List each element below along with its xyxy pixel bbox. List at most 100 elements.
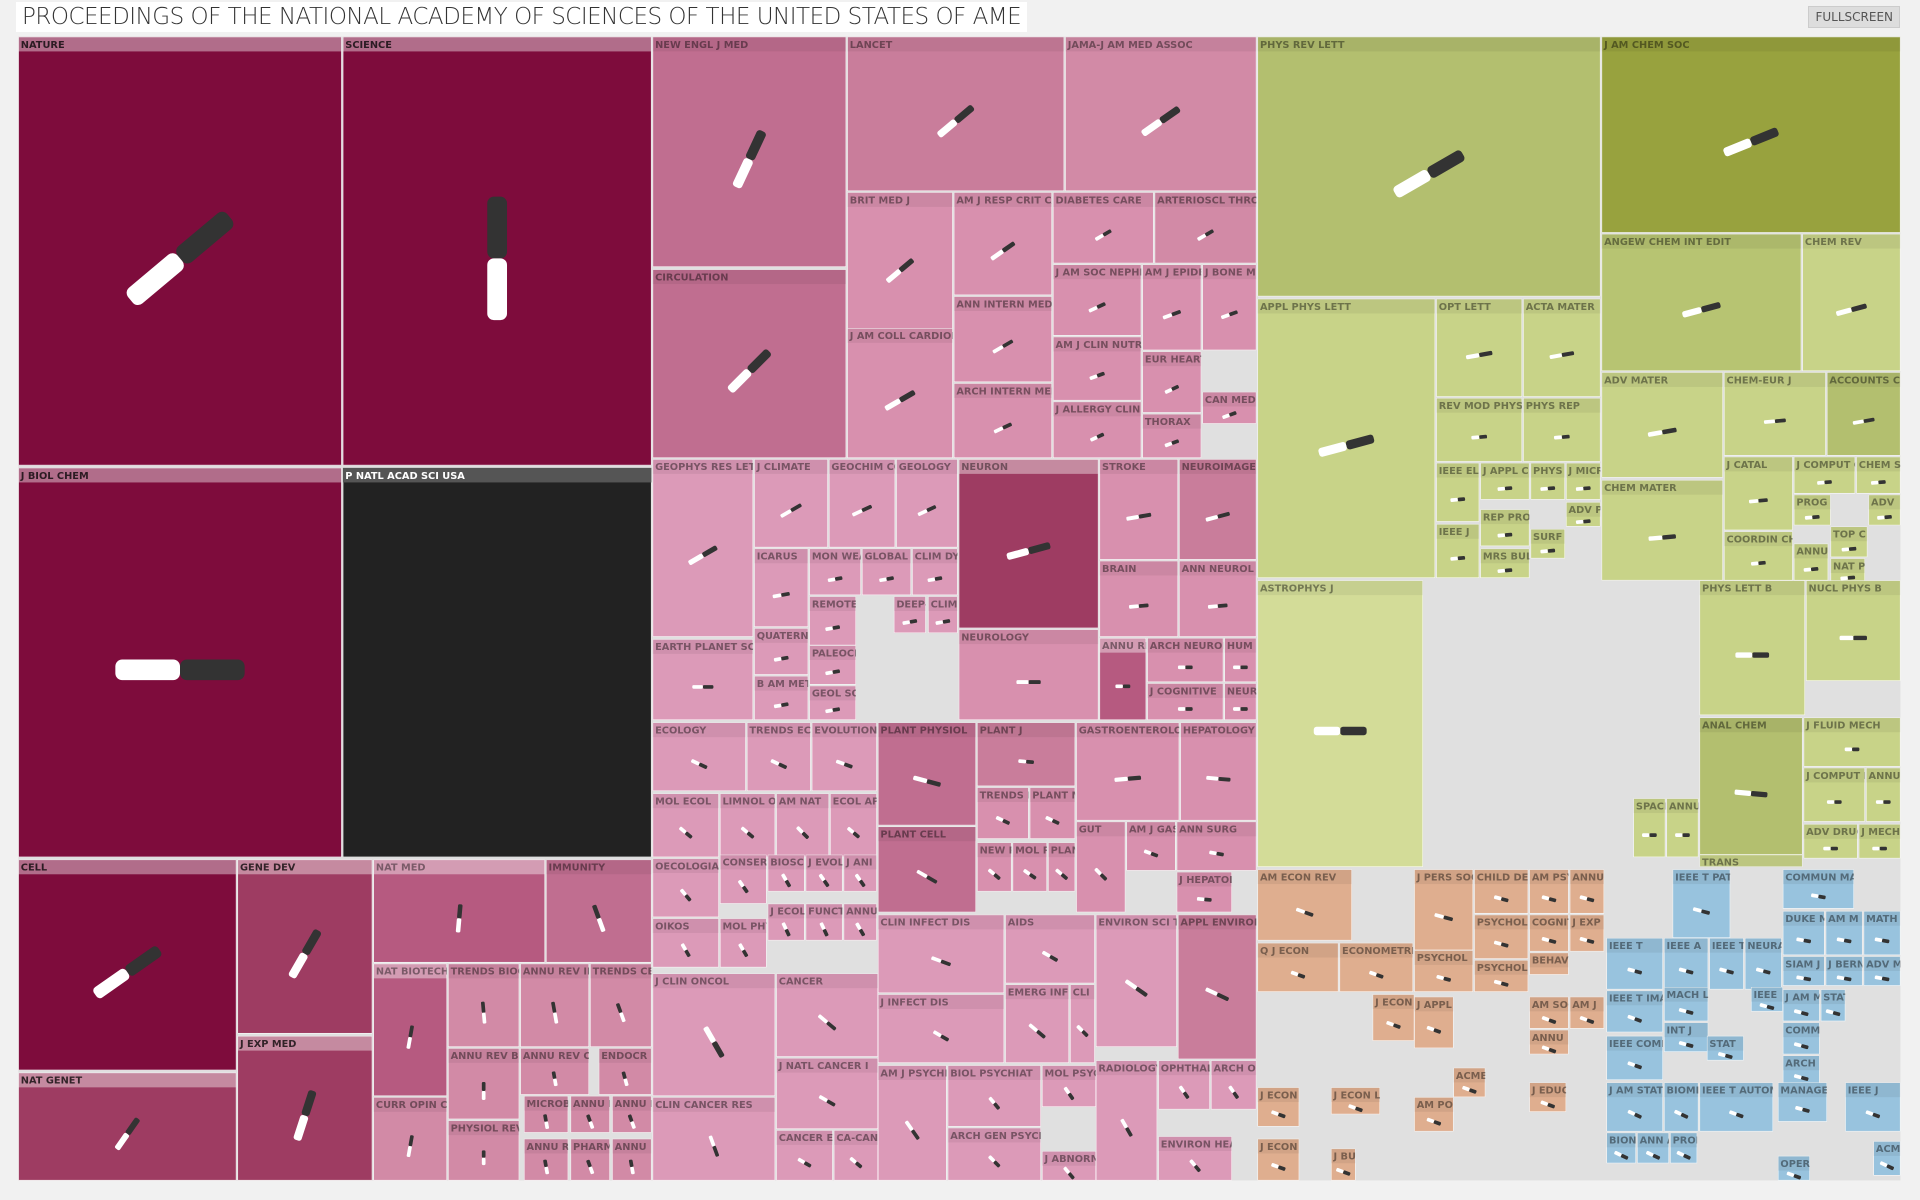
needle-dark xyxy=(1586,938,1595,944)
needle-light xyxy=(1197,233,1206,241)
needle-icon xyxy=(847,826,860,839)
tile-header xyxy=(928,596,958,612)
needle-light xyxy=(1450,497,1458,502)
needle-icon xyxy=(1541,1045,1557,1054)
tile-background xyxy=(1070,984,1095,1063)
tile-header xyxy=(1257,36,1601,52)
tile-background xyxy=(1095,914,1177,1047)
tile-background xyxy=(1414,950,1474,992)
journal-tile: ARCH GEN PSYCHI xyxy=(947,1127,1041,1181)
tile-label: PLAN xyxy=(1051,845,1080,856)
journal-tile: CHEM-EUR J xyxy=(1724,372,1826,456)
needle-icon xyxy=(1795,1105,1810,1113)
needle-icon xyxy=(621,1071,629,1087)
tile-label: J ECON L xyxy=(1332,1090,1380,1101)
tile-header xyxy=(520,1048,589,1063)
needle-icon xyxy=(825,669,841,676)
needle-light xyxy=(727,369,752,393)
journal-tile: IEEE T AUTOMA xyxy=(1699,1082,1774,1132)
journal-tile: AM ECON REV xyxy=(1257,869,1352,941)
journal-tile: CONSERV xyxy=(720,854,767,904)
tile-label: SIAM J xyxy=(1785,959,1820,970)
journal-tile: MANAGE xyxy=(1777,1082,1827,1122)
tile-background xyxy=(570,1138,610,1181)
tile-background xyxy=(805,903,843,941)
tile-background xyxy=(1179,459,1257,560)
tile-label: BEHAV xyxy=(1532,956,1569,967)
needle-light xyxy=(115,1132,130,1151)
tile-background xyxy=(1782,911,1825,956)
tile-background xyxy=(342,467,652,858)
tile-background xyxy=(1372,994,1415,1041)
tile-header xyxy=(1806,580,1901,596)
needle-dark xyxy=(685,831,693,839)
journal-tile: NUCL PHYS B xyxy=(1806,580,1901,681)
journal-tile: AM SOC xyxy=(1529,996,1569,1029)
tile-background xyxy=(1529,996,1569,1029)
journal-tile: ARCH NEUROL- xyxy=(1147,637,1224,683)
tile-label: ANNUA xyxy=(846,907,886,918)
journal-tile: BRAIN xyxy=(1099,560,1178,637)
tile-label: COORDIN CHE xyxy=(1727,534,1804,545)
needle-light xyxy=(1647,430,1663,437)
tile-header xyxy=(1633,798,1666,814)
tile-background xyxy=(1529,1082,1567,1112)
tile-header xyxy=(1436,298,1523,314)
tile-label: CURR OPIN CEL xyxy=(376,1100,460,1111)
journal-tile: J ABNORM xyxy=(1042,1151,1096,1181)
tile-label: ANN SURG xyxy=(1179,825,1237,836)
needle-dark xyxy=(1340,726,1367,736)
tile-header xyxy=(1179,459,1257,474)
needle-icon xyxy=(126,211,234,306)
tile-label: J AM STAT xyxy=(1608,1085,1664,1096)
needle-dark xyxy=(1547,548,1556,553)
journal-tile: ARCH INTERN MED xyxy=(953,383,1052,458)
journal-tile: AM NAT xyxy=(776,793,829,858)
needle-light xyxy=(1426,1117,1435,1124)
tile-background xyxy=(1606,937,1663,990)
needle-icon xyxy=(854,873,866,887)
needle-icon xyxy=(1143,849,1159,858)
tile-label: SCIENCE xyxy=(345,40,392,51)
tile-label: Q J ECON xyxy=(1260,946,1309,957)
tile-background xyxy=(1530,528,1565,559)
needle-light xyxy=(827,577,836,583)
needle-icon xyxy=(1471,434,1488,440)
needle-icon xyxy=(1674,1109,1689,1119)
needle-icon xyxy=(480,1001,487,1024)
fullscreen-button[interactable]: FULLSCREEN xyxy=(1808,6,1900,28)
journal-tile: J HEPATOL xyxy=(1176,871,1232,913)
needle-dark xyxy=(1028,680,1041,684)
needle-light xyxy=(630,1166,635,1175)
needle-icon xyxy=(1748,498,1768,504)
tile-header xyxy=(720,918,767,934)
journal-tile: PHYSIOL REV xyxy=(448,1120,520,1181)
tile-background xyxy=(1076,821,1126,913)
tile-background xyxy=(1224,637,1257,683)
needle-light xyxy=(1541,1045,1550,1051)
tile-header xyxy=(1158,1136,1232,1152)
needle-dark xyxy=(1736,1112,1744,1119)
tile-header xyxy=(805,854,843,870)
needle-icon xyxy=(1222,411,1237,419)
tile-label: MICROBI xyxy=(527,1099,574,1110)
tile-label: CLIM DY xyxy=(915,552,961,563)
tile-header xyxy=(1664,986,1709,1002)
needle-dark xyxy=(1847,575,1856,580)
needle-dark xyxy=(909,619,918,624)
tile-background xyxy=(1147,683,1224,720)
needle-icon xyxy=(455,904,463,933)
needle-icon xyxy=(937,105,975,138)
journal-tile: ADV xyxy=(1868,494,1901,526)
tile-header xyxy=(1005,984,1069,1000)
journal-tile: DIABETES CARE xyxy=(1053,192,1154,264)
needle-icon xyxy=(1164,439,1180,448)
tile-label: APPL ENVIRON M xyxy=(1180,918,1275,929)
needle-dark xyxy=(481,1082,486,1092)
needle-dark xyxy=(1229,411,1237,417)
needle-icon xyxy=(1839,635,1867,641)
tile-label: J COMPUT C xyxy=(1795,460,1861,471)
journal-tile: ARCH OPH xyxy=(1211,1060,1257,1110)
